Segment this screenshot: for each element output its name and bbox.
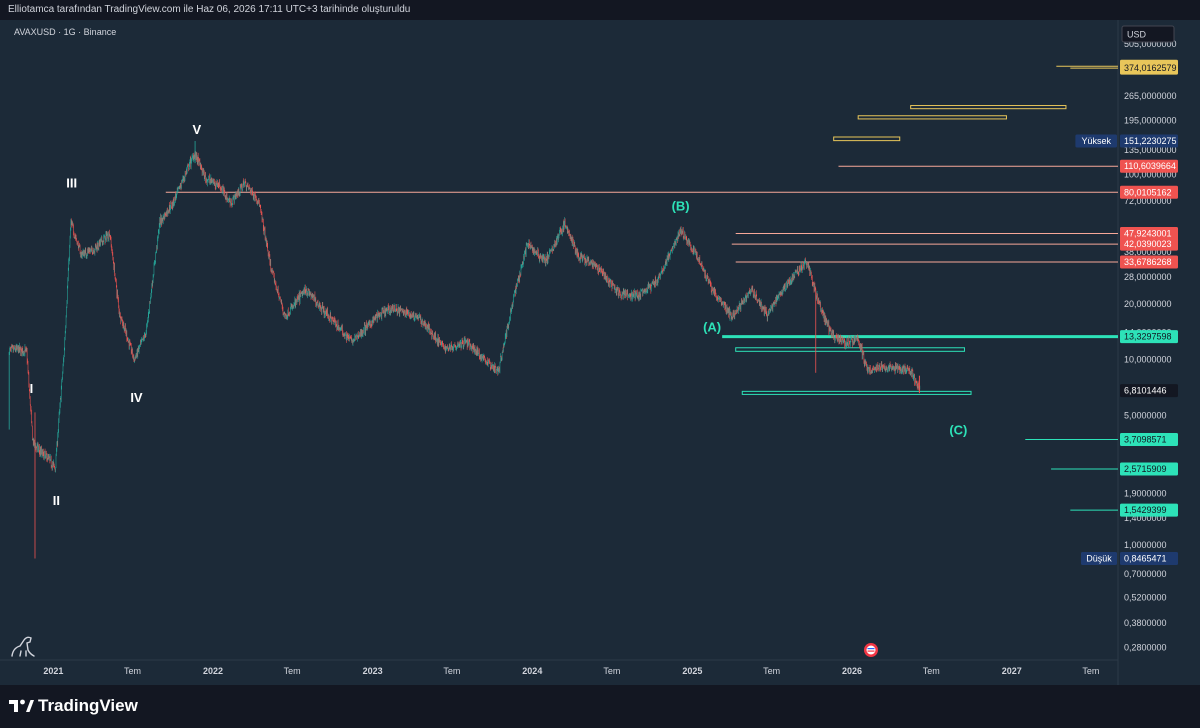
wave-label: IV [130, 390, 143, 405]
price-badge-tag-label: Yüksek [1081, 136, 1111, 146]
attribution-text: Elliotamca tarafından TradingView.com il… [8, 4, 411, 15]
wave-label: (C) [949, 423, 967, 438]
wave-label: II [53, 493, 60, 508]
flag-icon[interactable] [864, 643, 878, 657]
price-badge [1120, 255, 1178, 269]
usd-currency-button[interactable]: USD [1121, 25, 1175, 43]
price-badge-label: 80,0105162 [1124, 187, 1172, 197]
price-tick-label: 10,0000000 [1124, 355, 1172, 365]
time-axis[interactable]: 2021 Tem 2022 Tem 2023 Tem 2024 Tem 2025 Tem 2026 T… [43, 666, 1099, 676]
price-tick-label: 1,4000000 [1124, 513, 1167, 523]
price-badge [1120, 61, 1178, 75]
price-badge [1120, 134, 1178, 148]
price-badge [1120, 503, 1178, 517]
price-badge [1120, 433, 1178, 447]
price-badge [1120, 227, 1178, 241]
price-badge-tag [1075, 134, 1117, 148]
price-badge-label: 151,2230275 [1124, 136, 1177, 146]
price-tick-label: 72,0000000 [1124, 196, 1172, 206]
symbol-info: AVAXUSD · 1G · Binance [14, 27, 116, 37]
price-badge-label: 1,5429399 [1124, 505, 1167, 515]
target-box [910, 105, 1067, 110]
price-tick-label: 0,2800000 [1124, 643, 1167, 653]
time-tick-label: 2023 [363, 666, 383, 676]
time-tick-label: Tem [443, 666, 460, 676]
time-tick-label: Tem [603, 666, 620, 676]
price-tick-label: 1,9000000 [1124, 488, 1167, 498]
price-tick-label: 100,0000000 [1124, 169, 1177, 179]
time-tick-label: Tem [124, 666, 141, 676]
price-tick-label: 28,0000000 [1124, 272, 1172, 282]
wave-label: III [66, 175, 77, 190]
price-badge-label: 0,8465471 [1124, 554, 1167, 564]
target-box [857, 115, 1007, 120]
price-badge [1120, 552, 1178, 566]
price-tick-label: 20,0000000 [1124, 299, 1172, 309]
price-badge-label: 47,9243001 [1124, 229, 1172, 239]
footer: TradingView [0, 685, 1200, 728]
currency-label: USD [1127, 30, 1147, 40]
price-badge [1120, 384, 1178, 398]
time-tick-label: 2025 [682, 666, 702, 676]
support-box [735, 347, 965, 352]
price-badge-label: 33,6786268 [1124, 257, 1172, 267]
price-tick-label: 1,0000000 [1124, 540, 1167, 550]
time-tick-label: Tem [284, 666, 301, 676]
time-tick-label: 2024 [522, 666, 542, 676]
price-tick-label: 135,0000000 [1124, 145, 1177, 155]
wave-label: I [30, 381, 34, 396]
price-tick-label: 0,3800000 [1124, 618, 1167, 628]
wave-label: (A) [703, 319, 721, 334]
attribution-bar: Elliotamca tarafından TradingView.com il… [0, 0, 1200, 20]
price-tick-label: 38,0000000 [1124, 247, 1172, 257]
chart-background [0, 20, 1200, 685]
price-badge-tag [1081, 552, 1117, 566]
price-tick-label: 0,5200000 [1124, 593, 1167, 603]
price-tick-label: 195,0000000 [1124, 116, 1177, 126]
tradingview-logo[interactable]: TradingView [8, 696, 138, 716]
time-tick-label: Tem [923, 666, 940, 676]
price-badge-label: 110,6039664 [1124, 161, 1176, 171]
target-box [833, 136, 901, 142]
time-tick-label: 2021 [43, 666, 63, 676]
price-badge-label: 13,3297598 [1124, 332, 1172, 342]
time-tick-label: 2026 [842, 666, 862, 676]
time-tick-label: Tem [763, 666, 780, 676]
time-tick-label: 2027 [1002, 666, 1022, 676]
price-badge [1120, 185, 1178, 199]
price-tick-label: 0,7000000 [1124, 569, 1167, 579]
price-badge-label: 374,0162579 [1124, 63, 1177, 73]
price-tick-label: 505,0000000 [1124, 39, 1177, 49]
time-tick-label: 2022 [203, 666, 223, 676]
wave-label: V [192, 122, 201, 137]
support-box [741, 390, 972, 395]
candles [8, 141, 921, 559]
brand-name: TradingView [38, 696, 138, 715]
price-badge-tag-label: Düşük [1086, 554, 1112, 564]
dino-icon[interactable] [11, 636, 35, 657]
price-tick-label: 265,0000000 [1124, 91, 1177, 101]
tradingview-logo-icon [9, 699, 34, 712]
price-badge [1120, 330, 1178, 344]
price-badge [1120, 237, 1178, 251]
price-badge [1120, 159, 1178, 173]
wave-label: (B) [672, 198, 690, 213]
price-badge-label: 6,8101446 [1124, 386, 1167, 396]
level-lines [165, 65, 1118, 511]
price-axis[interactable]: 505,0000000 265,0000000 195,0000000 135,000… [1075, 39, 1178, 653]
price-badge [1120, 462, 1178, 476]
price-badge-label: 3,7098571 [1124, 435, 1167, 445]
time-tick-label: Tem [1082, 666, 1099, 676]
price-badge-label: 42,0390023 [1124, 239, 1172, 249]
price-tick-label: 5,0000000 [1124, 411, 1167, 421]
chart-area[interactable]: I II III IV V (A) (B) (C) 505,0000000 265,000000… [0, 20, 1200, 685]
price-badge-label: 2,5715909 [1124, 464, 1167, 474]
